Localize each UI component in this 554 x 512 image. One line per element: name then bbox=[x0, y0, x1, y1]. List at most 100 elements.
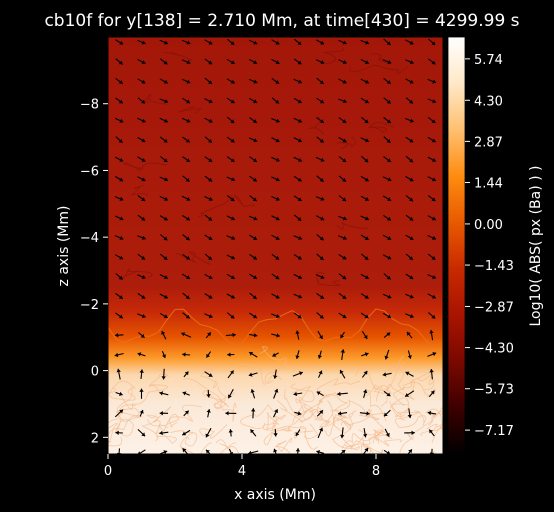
vector-arrow bbox=[182, 352, 191, 357]
texture-filament bbox=[316, 378, 360, 398]
vector-arrow bbox=[338, 98, 347, 104]
vector-arrow bbox=[359, 411, 370, 416]
vector-arrow bbox=[405, 155, 414, 163]
vector-arrow bbox=[360, 59, 370, 65]
vector-arrow bbox=[271, 137, 280, 143]
vector-arrow bbox=[361, 370, 368, 378]
vector-arrow bbox=[250, 429, 257, 437]
texture-filament bbox=[422, 375, 436, 398]
texture-filament bbox=[170, 430, 198, 447]
vector-arrow bbox=[293, 58, 302, 65]
vector-arrow bbox=[226, 195, 235, 202]
colorbar-tick-label: 2.87 bbox=[474, 135, 503, 150]
vector-arrow bbox=[273, 408, 279, 418]
vector-arrow bbox=[383, 156, 392, 163]
colorbar-tick-label: 4.30 bbox=[474, 94, 503, 109]
vector-arrow bbox=[273, 388, 279, 399]
vector-arrow bbox=[407, 350, 412, 359]
vector-arrow bbox=[225, 411, 237, 416]
vector-arrow bbox=[248, 58, 258, 65]
vector-arrow bbox=[360, 175, 369, 182]
vector-arrow bbox=[181, 195, 191, 201]
texture-filament bbox=[179, 437, 237, 454]
vector-arrow bbox=[362, 447, 369, 454]
vector-arrow bbox=[181, 39, 191, 45]
vector-arrow bbox=[248, 450, 259, 454]
texture-filament bbox=[334, 409, 357, 427]
texture-filament bbox=[360, 444, 384, 454]
vector-arrow bbox=[295, 448, 301, 454]
vector-arrow bbox=[115, 58, 124, 65]
vector-arrow bbox=[137, 137, 146, 143]
vector-arrow bbox=[427, 98, 437, 104]
vector-arrow bbox=[205, 331, 212, 339]
vector-arrow bbox=[137, 176, 146, 182]
colorbar-bar bbox=[447, 36, 466, 455]
texture-filament bbox=[307, 116, 325, 135]
vector-arrow bbox=[407, 449, 413, 454]
vector-arrow bbox=[159, 293, 169, 299]
texture-filament bbox=[274, 437, 293, 454]
vector-arrow bbox=[405, 313, 414, 319]
vector-arrow bbox=[383, 136, 391, 144]
texture-filament bbox=[120, 385, 165, 410]
vector-arrow bbox=[383, 195, 392, 202]
vector-arrow bbox=[248, 351, 258, 358]
x-tick-label: 4 bbox=[238, 464, 246, 479]
vector-arrow bbox=[360, 215, 370, 221]
vector-arrow bbox=[383, 409, 391, 417]
vector-arrow bbox=[361, 155, 369, 163]
vector-arrow bbox=[337, 391, 348, 397]
vector-arrow bbox=[295, 429, 301, 437]
texture-filament bbox=[130, 185, 149, 197]
texture-filament bbox=[284, 389, 337, 417]
vector-arrow bbox=[428, 312, 436, 319]
vector-arrow bbox=[227, 352, 235, 357]
texture-filament bbox=[116, 387, 136, 418]
vector-arrow bbox=[383, 77, 392, 85]
vector-arrow bbox=[315, 196, 325, 201]
y-tick-label: 2 bbox=[91, 431, 99, 446]
colorbar-tick-label: 0.00 bbox=[474, 218, 503, 233]
vector-arrow bbox=[405, 39, 414, 45]
vector-arrow bbox=[382, 254, 392, 260]
texture-filament bbox=[269, 425, 314, 439]
vector-arrow bbox=[182, 175, 190, 183]
heatmap-texture bbox=[108, 48, 443, 454]
texture-filament bbox=[316, 392, 348, 416]
vector-arrow bbox=[316, 117, 325, 124]
texture-filament bbox=[215, 439, 240, 454]
texture-filament bbox=[176, 251, 211, 265]
vector-arrow bbox=[271, 97, 280, 104]
texture-filament bbox=[389, 401, 419, 418]
plot-area bbox=[107, 36, 444, 455]
vector-arrow bbox=[427, 195, 436, 202]
vector-arrow bbox=[404, 430, 415, 435]
vector-arrow bbox=[317, 330, 323, 340]
plot-frame bbox=[107, 36, 444, 455]
texture-filament bbox=[323, 48, 345, 65]
vector-arrow bbox=[206, 409, 211, 418]
vector-arrow bbox=[271, 78, 280, 85]
vector-arrow bbox=[360, 195, 370, 201]
vector-arrow bbox=[405, 371, 414, 377]
vector-arrow bbox=[161, 350, 166, 359]
texture-filament bbox=[233, 194, 255, 207]
vector-arrow bbox=[338, 215, 347, 221]
vector-arrow bbox=[182, 136, 191, 143]
vector-arrow bbox=[338, 78, 347, 84]
vector-arrow bbox=[248, 137, 258, 143]
vector-arrow bbox=[181, 332, 192, 338]
vector-arrow bbox=[338, 117, 347, 124]
vector-arrow bbox=[293, 156, 303, 162]
vector-arrow bbox=[271, 215, 280, 221]
vector-arrow bbox=[159, 78, 169, 84]
vector-arrow bbox=[249, 175, 258, 182]
vector-arrow bbox=[293, 293, 303, 299]
texture-filament bbox=[304, 423, 319, 450]
vector-arrow bbox=[248, 78, 258, 84]
texture-filament bbox=[108, 48, 110, 50]
vector-arrow bbox=[226, 176, 236, 182]
vector-arrow bbox=[137, 214, 146, 221]
vector-arrow bbox=[204, 175, 213, 182]
